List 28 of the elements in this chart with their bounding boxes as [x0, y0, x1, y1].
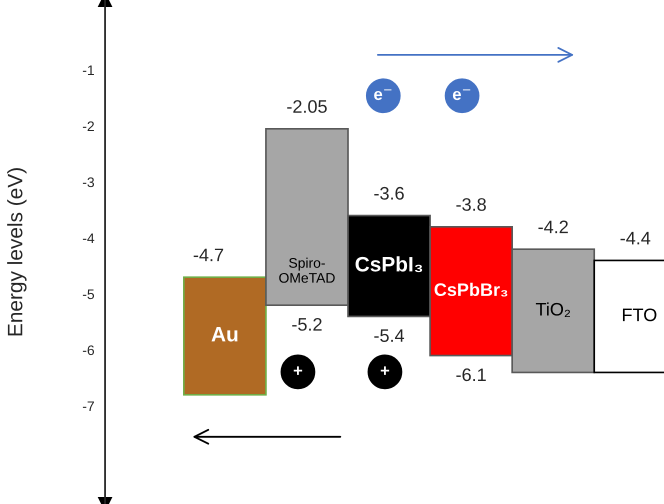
annotation: -4.4: [620, 232, 650, 244]
y-axis-title: Energy levels (eV): [7, 168, 27, 336]
y-tick-label: -3: [82, 177, 94, 188]
annotation: -2.05: [287, 100, 327, 113]
y-tick-label: -6: [82, 345, 94, 356]
bar: [183, 276, 267, 396]
annotation: e$^{−}$: [374, 89, 392, 100]
y-tick-label: -7: [82, 401, 94, 412]
annotation: -6.1: [456, 368, 486, 382]
x-tick-label: FTO: [622, 308, 656, 322]
x-tick-label: Spiro- OMeTAD: [279, 258, 335, 283]
y-tick-label: -5: [82, 289, 94, 300]
annotation: e$^{−}$: [452, 89, 470, 100]
x-tick-label: Au: [212, 327, 238, 342]
x-tick-label: CsPbBr₃: [434, 282, 508, 297]
annotation: -5.4: [374, 329, 404, 342]
annotation: -3.8: [456, 198, 486, 211]
annotation: -4.7: [194, 248, 224, 262]
annotation: +: [380, 366, 390, 375]
x-tick-label: TiO₂: [536, 302, 570, 318]
y-tick-label: -1: [82, 65, 94, 76]
annotation: +: [294, 366, 302, 375]
annotation: -4.2: [538, 220, 568, 234]
y-tick-label: -2: [82, 121, 94, 132]
x-tick-label: CsPbI₃: [356, 256, 422, 272]
annotation: -5.2: [292, 318, 322, 331]
y-tick-label: -4: [82, 233, 94, 244]
annotation: -3.6: [374, 186, 404, 200]
